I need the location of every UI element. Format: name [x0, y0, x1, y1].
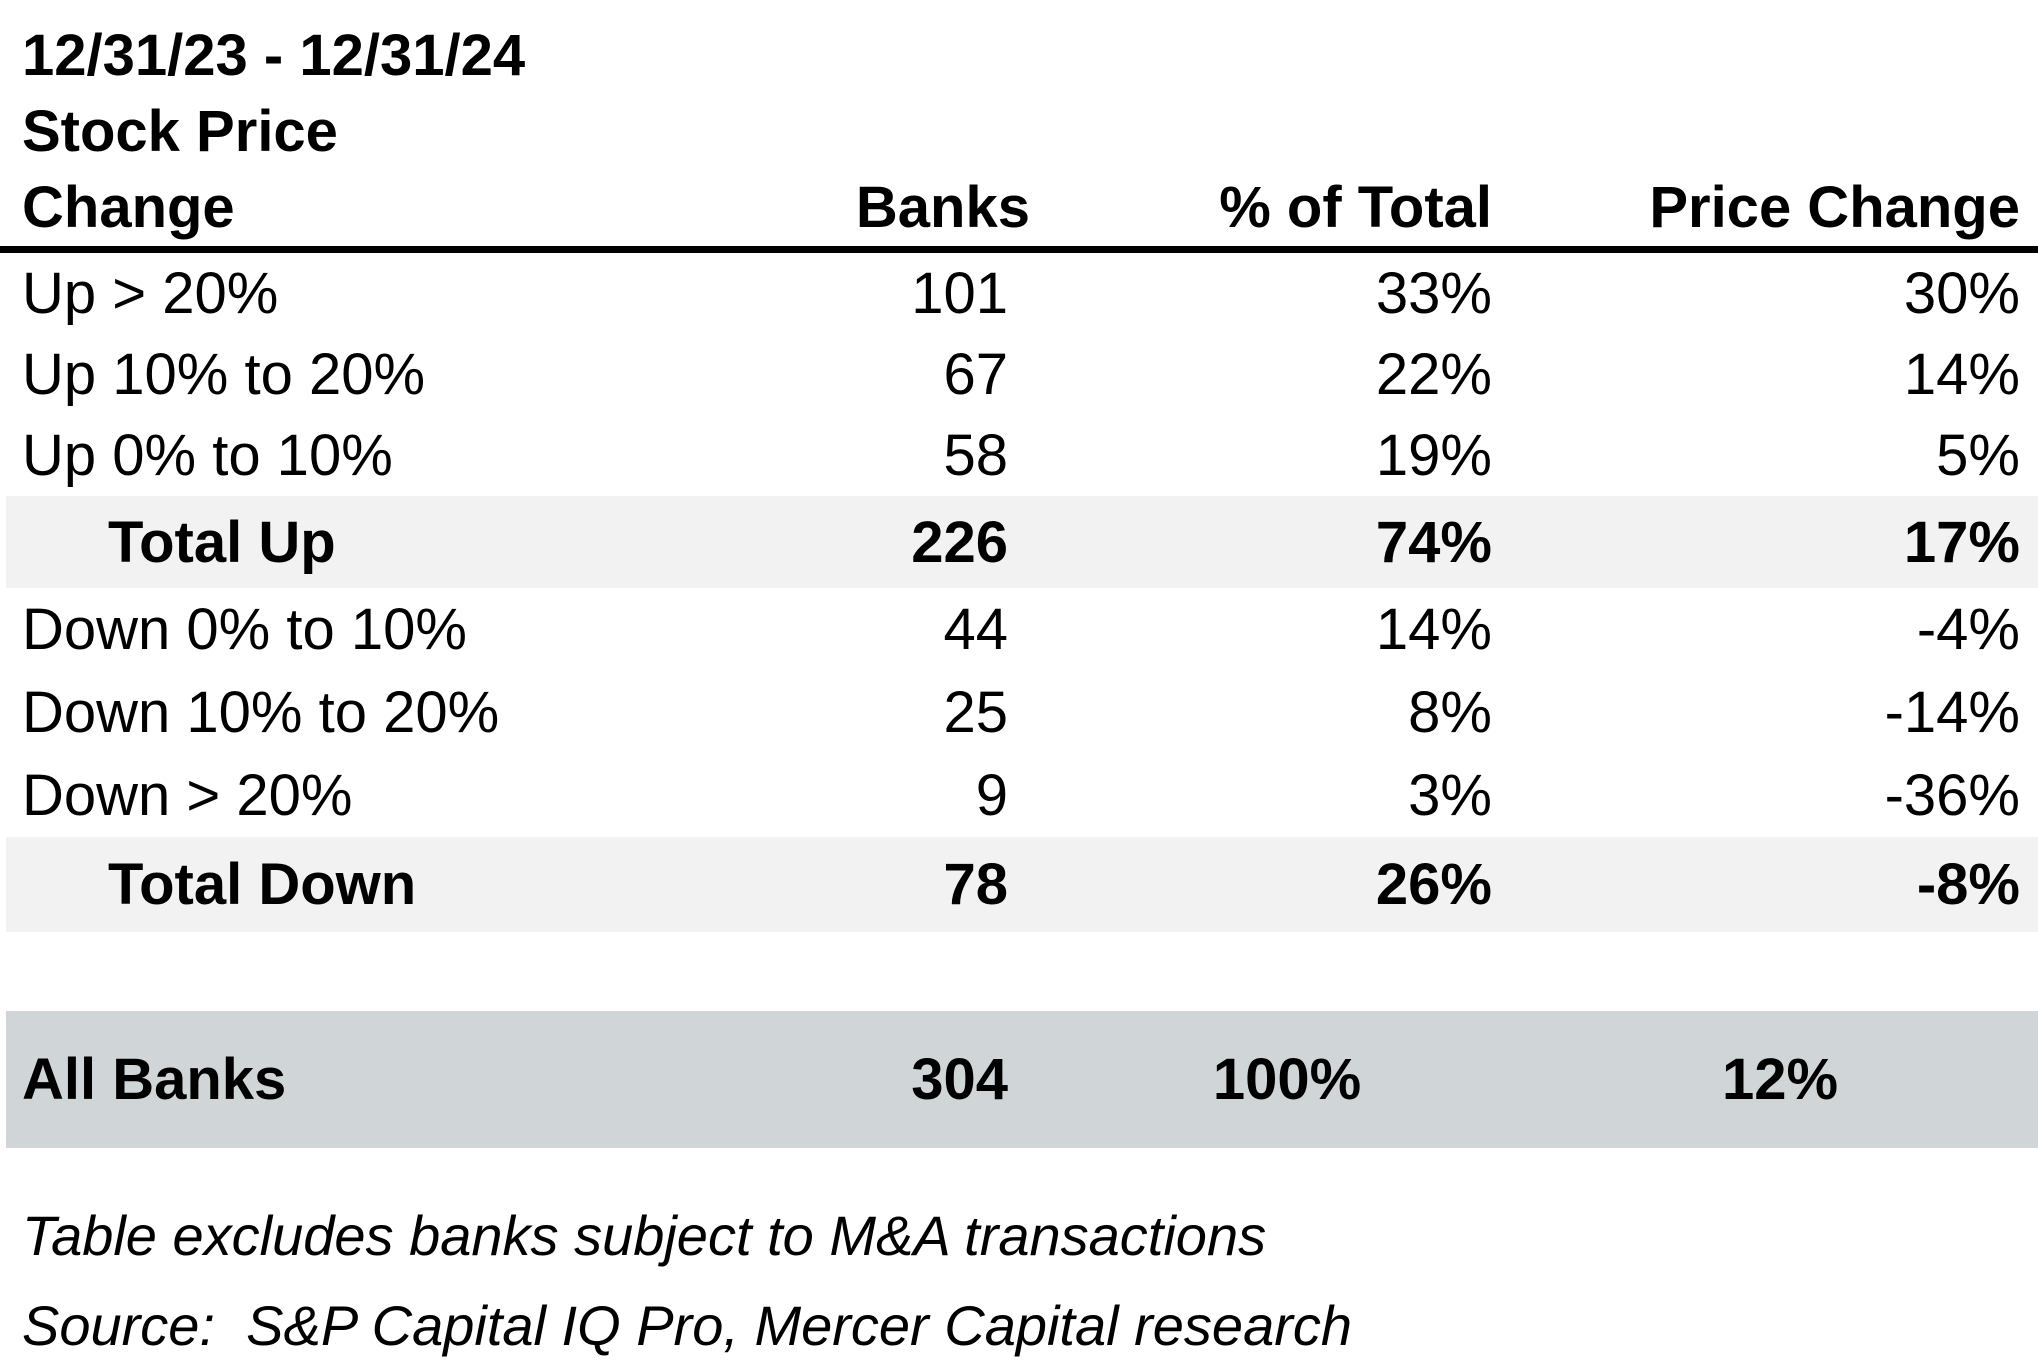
banks-value: 58	[943, 423, 1008, 488]
pct-of-total-value: 19%	[1375, 423, 1492, 488]
row-label: Down 0% to 10%	[22, 597, 467, 662]
header-left-block: 12/31/23 - 12/31/24 Stock Price Change	[0, 18, 560, 246]
banks-column-header: Banks	[855, 175, 1030, 240]
table-row: Up 10% to 20% 67 22% 14%	[0, 334, 2038, 415]
row-label: All Banks	[22, 1047, 287, 1112]
banks-value: 101	[911, 261, 1008, 326]
banks-value: 78	[943, 852, 1008, 917]
pct-of-total-value: 74%	[1375, 509, 1492, 575]
row-label: Down 10% to 20%	[22, 680, 500, 745]
row-label: Total Down	[108, 852, 417, 917]
price-change-value: 14%	[1903, 342, 2020, 407]
price-change-value: -14%	[1884, 680, 2020, 745]
price-change-value: 17%	[1903, 509, 2020, 575]
row-label: Up > 20%	[22, 261, 279, 326]
pct-of-total-value: 22%	[1375, 342, 1492, 407]
pct-of-total-value: 33%	[1375, 261, 1492, 326]
price-change-value: 5%	[1936, 423, 2020, 488]
banks-value: 44	[943, 597, 1008, 662]
all-banks-row: All Banks 304 100% 12%	[0, 1011, 2038, 1148]
pct-of-total-value: 26%	[1375, 852, 1492, 917]
price-change-value: 30%	[1903, 261, 2020, 326]
price-change-value: -8%	[1916, 852, 2020, 917]
banks-value: 226	[911, 509, 1008, 575]
table-row: Up 0% to 10% 58 19% 5%	[0, 415, 2038, 496]
header-divider-rule	[0, 246, 2038, 253]
stock-price-label: Stock Price	[22, 99, 338, 164]
row-label: Down > 20%	[22, 763, 353, 828]
table-row: Down 0% to 10% 44 14% -4%	[0, 588, 2038, 671]
change-column-header: Change	[22, 175, 235, 240]
table-row: Down 10% to 20% 25 8% -14%	[0, 671, 2038, 754]
pct-of-total-value: 3%	[1408, 763, 1492, 828]
table-body: Up > 20% 101 33% 30% Up 10% to 20% 67 22% 14% Up…	[0, 253, 2038, 932]
row-label: Total Up	[108, 509, 336, 575]
total-row: Total Up 226 74% 17%	[0, 496, 2038, 588]
price-change-column-header: Price Change	[1649, 175, 2020, 240]
table-row: Down > 20% 9 3% -36%	[0, 754, 2038, 837]
price-change-value: -4%	[1916, 597, 2020, 662]
table-row: Up > 20% 101 33% 30%	[0, 253, 2038, 334]
banks-value: 25	[943, 680, 1008, 745]
banks-value: 67	[943, 342, 1008, 407]
pct-of-total-value: 14%	[1375, 597, 1492, 662]
date-range-title: 12/31/23 - 12/31/24	[22, 23, 526, 88]
banks-value: 304	[911, 1047, 1008, 1112]
exclusion-footnote: Table excludes banks subject to M&A tran…	[22, 1204, 1267, 1267]
banks-value: 9	[975, 763, 1008, 828]
table-header: 12/31/23 - 12/31/24 Stock Price Change B…	[0, 0, 2038, 246]
total-row: Total Down 78 26% -8%	[0, 837, 2038, 932]
row-label: Up 10% to 20%	[22, 342, 426, 407]
price-change-value: 12%	[1721, 1047, 1839, 1112]
pct-of-total-value: 8%	[1408, 680, 1492, 745]
row-label: Up 0% to 10%	[22, 423, 393, 488]
spacer-gap	[0, 932, 2038, 1011]
source-footnote: Source: S&P Capital IQ Pro, Mercer Capit…	[22, 1294, 1352, 1357]
pct-of-total-column-header: % of Total	[1219, 175, 1492, 240]
price-change-value: -36%	[1884, 763, 2020, 828]
pct-of-total-value: 100%	[1212, 1047, 1362, 1112]
